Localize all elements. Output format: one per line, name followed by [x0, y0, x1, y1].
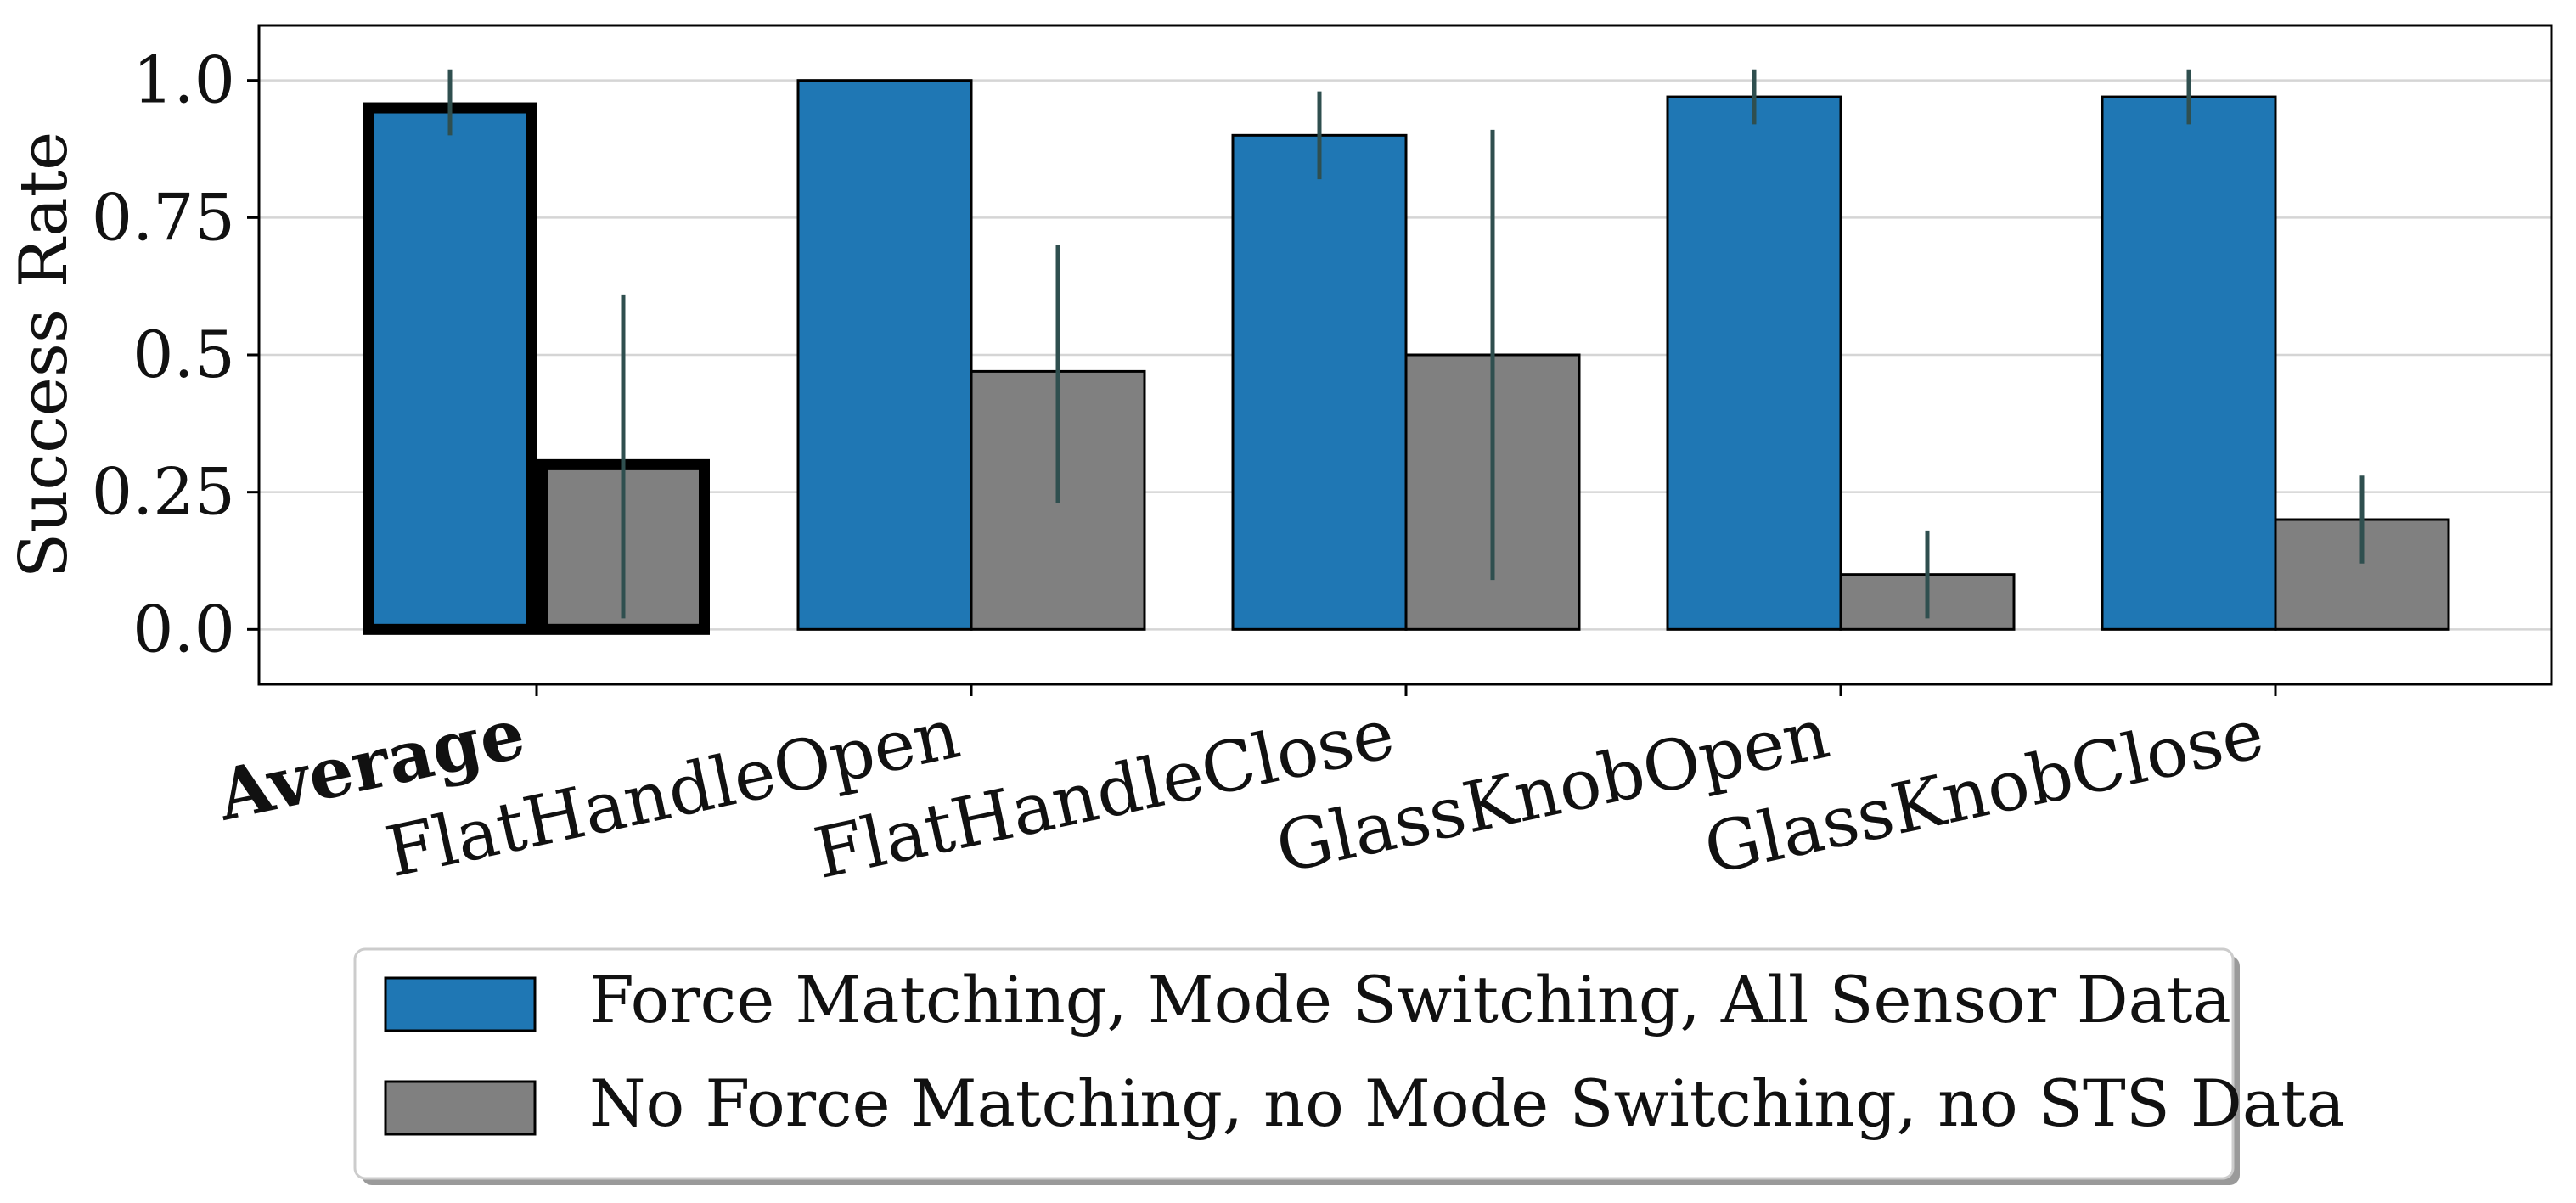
y-axis-label: Success Rate — [6, 132, 82, 579]
bar — [2101, 95, 2277, 631]
x-axis: AverageFlatHandleOpenFlatHandleCloseGlas… — [210, 684, 2277, 895]
y-tick-label: 0.0 — [132, 591, 235, 666]
bar — [1666, 95, 1842, 631]
y-tick-label: 0.25 — [92, 454, 235, 530]
bar — [1231, 133, 1408, 631]
error-bars — [447, 69, 2365, 619]
legend-label: Force Matching, Mode Switching, All Sens… — [589, 962, 2231, 1037]
y-tick-label: 0.75 — [92, 179, 235, 255]
legend-label: No Force Matching, no Mode Switching, no… — [589, 1065, 2345, 1141]
bar — [363, 102, 537, 635]
legend-box — [353, 947, 2235, 1180]
y-tick-label: 1.0 — [132, 42, 235, 118]
legend-swatch — [384, 1080, 537, 1136]
legend: Force Matching, Mode Switching, All Sens… — [353, 947, 2345, 1185]
bar — [796, 79, 973, 631]
y-tick-label: 0.5 — [132, 317, 235, 392]
legend-swatch — [384, 976, 537, 1032]
y-axis: 0.0 0.25 0.5 0.75 1.0 — [92, 42, 259, 666]
